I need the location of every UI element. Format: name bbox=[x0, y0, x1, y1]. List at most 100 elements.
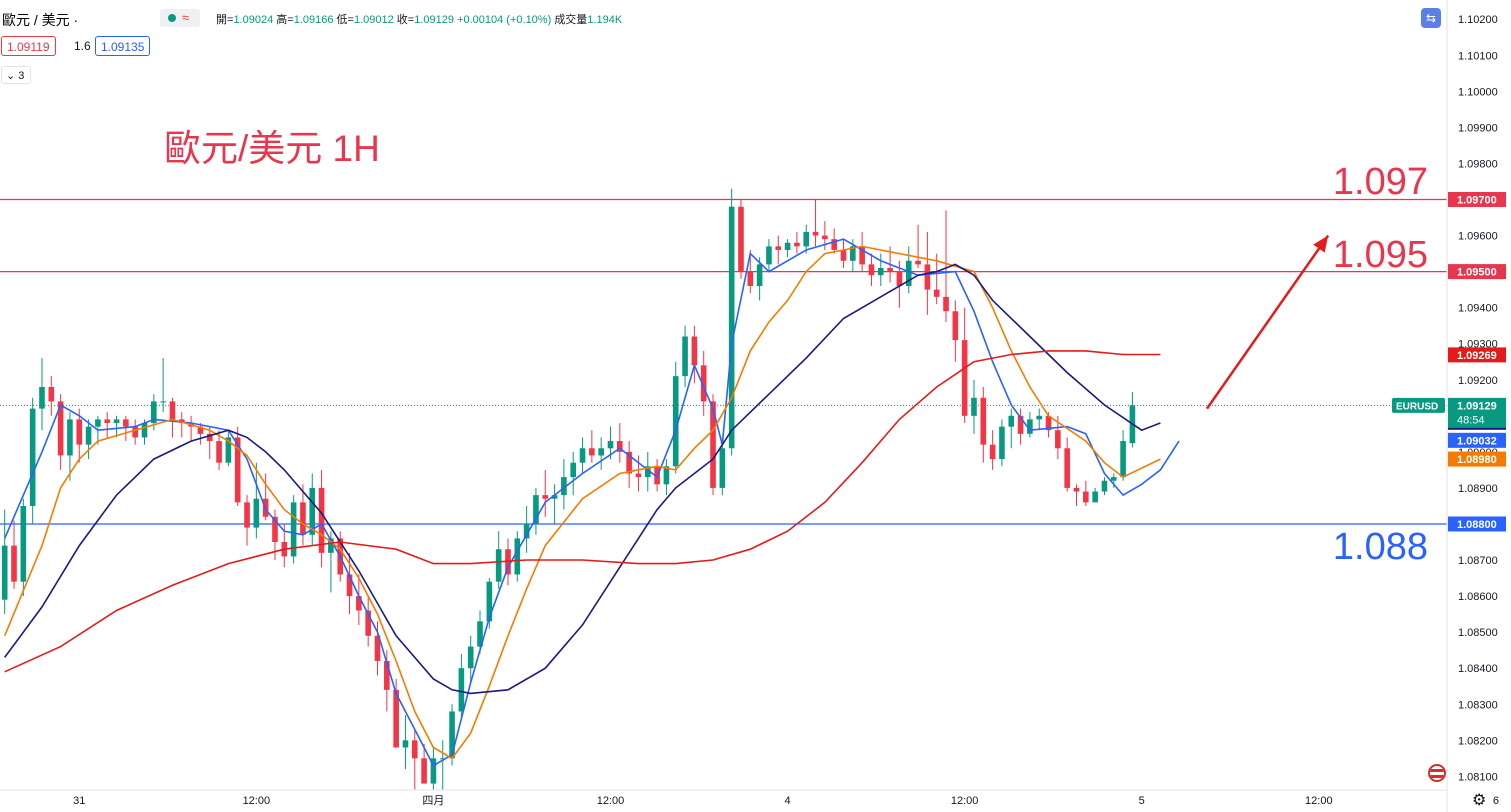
candle-body bbox=[458, 668, 465, 712]
candle bbox=[29, 397, 36, 524]
candle-body bbox=[961, 340, 968, 416]
candle-body bbox=[682, 336, 688, 377]
candle bbox=[365, 596, 371, 647]
candle-body bbox=[95, 419, 101, 427]
candle-body bbox=[952, 311, 959, 341]
open-label: 開= bbox=[216, 14, 234, 26]
y-tick-label: 1.08900 bbox=[1458, 483, 1498, 495]
buy-price-button[interactable]: 1.09135 bbox=[95, 36, 151, 56]
candle-body bbox=[607, 441, 614, 449]
candle-body bbox=[206, 433, 213, 442]
candle bbox=[20, 498, 27, 597]
candle-body bbox=[747, 271, 754, 287]
candle bbox=[477, 610, 483, 654]
x-tick-label: 6 bbox=[1493, 795, 1499, 807]
candle bbox=[384, 650, 390, 712]
candle-body bbox=[151, 401, 157, 424]
indicators-collapse-button[interactable]: ⌄ 3 bbox=[1, 66, 31, 84]
candle-body bbox=[374, 635, 381, 661]
spread-value: 1.6 bbox=[74, 39, 91, 53]
swap-icon[interactable]: ⇆ bbox=[1421, 8, 1441, 28]
candle-body bbox=[533, 495, 539, 524]
candle-body bbox=[617, 441, 623, 452]
high-value: 1.09166 bbox=[293, 14, 334, 26]
candle bbox=[11, 520, 17, 589]
candle-body bbox=[1017, 415, 1024, 434]
candle-body bbox=[784, 242, 791, 250]
candle bbox=[309, 473, 316, 546]
candle-body bbox=[169, 401, 176, 420]
symbol-tag: EURUSD bbox=[1396, 401, 1438, 412]
candle bbox=[458, 653, 465, 719]
symbol-title[interactable]: 歐元 / 美元 · bbox=[2, 12, 79, 28]
market-open-dot-icon bbox=[168, 14, 176, 22]
candle-body bbox=[216, 441, 222, 463]
candle-body bbox=[1055, 430, 1061, 449]
candle bbox=[132, 419, 138, 445]
candle bbox=[626, 441, 632, 488]
annotation-title: 歐元/美元 1H bbox=[164, 128, 380, 169]
candle bbox=[439, 740, 446, 790]
y-tick-label: 1.08500 bbox=[1458, 627, 1498, 639]
candle bbox=[1073, 484, 1080, 506]
candle bbox=[933, 253, 940, 305]
candle bbox=[579, 437, 586, 474]
candle-body bbox=[1008, 415, 1015, 427]
candle bbox=[644, 451, 651, 492]
level-tag-0: 1.09700 bbox=[1457, 194, 1497, 206]
trend-arrow bbox=[1205, 234, 1330, 410]
ma-price-tag-2-bg bbox=[1448, 432, 1506, 448]
candle-body bbox=[1110, 477, 1117, 481]
gear-icon[interactable]: ⚙ bbox=[1472, 792, 1487, 809]
candle-body bbox=[346, 574, 353, 597]
candle-body bbox=[290, 502, 297, 557]
candle bbox=[67, 412, 73, 481]
level-label-1095: 1.095 bbox=[1332, 233, 1428, 276]
candle-body bbox=[719, 448, 726, 488]
candle-body bbox=[48, 386, 55, 402]
candle bbox=[216, 430, 222, 470]
plot-content bbox=[0, 188, 1447, 790]
us-flag-icon bbox=[1428, 764, 1446, 782]
candle-body bbox=[728, 206, 735, 449]
candle-body bbox=[943, 296, 949, 312]
candle-body bbox=[766, 246, 772, 265]
y-tick-label: 1.08100 bbox=[1458, 771, 1498, 783]
candle bbox=[188, 415, 194, 442]
y-tick-label: 1.10000 bbox=[1458, 86, 1498, 98]
candle-body bbox=[85, 426, 92, 445]
ma-price-tag-2: 1.09032 bbox=[1457, 435, 1497, 447]
candle bbox=[1110, 473, 1117, 488]
sell-price-button[interactable]: 1.09119 bbox=[1, 36, 56, 56]
x-tick-label: 12:00 bbox=[951, 795, 979, 807]
candle bbox=[1, 509, 8, 615]
moving-average-line-1 bbox=[3, 245, 1161, 760]
level-label-1088: 1.088 bbox=[1332, 525, 1428, 568]
candle-body bbox=[775, 246, 782, 250]
candle bbox=[989, 430, 996, 470]
candle-body bbox=[915, 260, 921, 265]
candle bbox=[169, 397, 176, 438]
ohlc-readout: 開=1.09024 高=1.09166 低=1.09012 收=1.09129 … bbox=[216, 11, 622, 27]
market-status-pill[interactable]: ≈ bbox=[160, 9, 200, 27]
candle bbox=[868, 253, 875, 287]
symbol-tag-bg bbox=[1392, 397, 1445, 413]
candle bbox=[943, 210, 949, 323]
candle bbox=[971, 379, 977, 434]
candle-body bbox=[868, 264, 875, 276]
candle bbox=[1120, 430, 1126, 481]
candle bbox=[589, 430, 595, 463]
candle-body bbox=[905, 260, 912, 287]
candle-body bbox=[300, 502, 306, 535]
candle bbox=[561, 459, 567, 510]
level-tag-2: 1.08800 bbox=[1457, 519, 1497, 531]
candle-body bbox=[1045, 415, 1052, 431]
volume-label: 成交量 bbox=[554, 14, 588, 26]
volume-value: 1.194K bbox=[587, 14, 623, 26]
candle bbox=[700, 350, 707, 416]
candle-body bbox=[104, 419, 111, 424]
candle bbox=[467, 635, 474, 683]
candle bbox=[915, 224, 921, 268]
candle-body bbox=[1120, 441, 1126, 478]
